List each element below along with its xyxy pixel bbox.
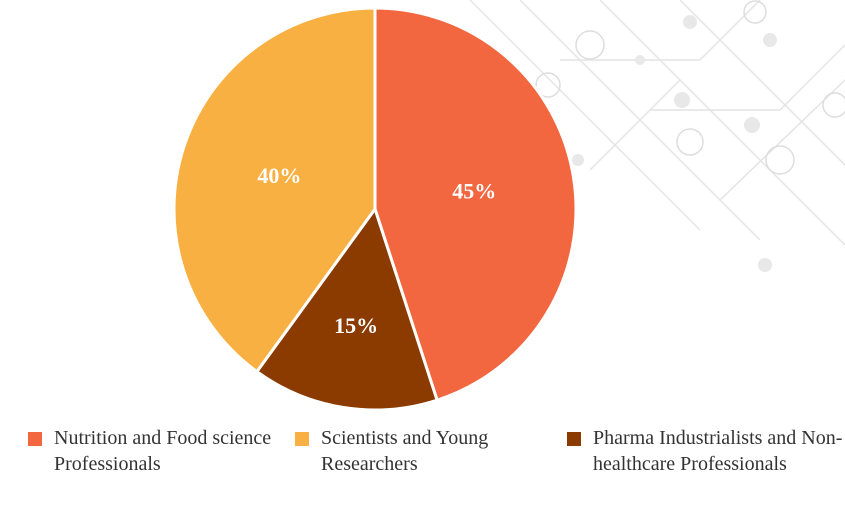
- data-label: 15%: [334, 313, 378, 338]
- legend-label: Scientists and Young Researchers: [321, 425, 541, 477]
- legend-swatch: [28, 432, 42, 446]
- data-label: 45%: [452, 178, 496, 203]
- legend-label: Pharma Industrialists and Non-healthcare…: [593, 425, 843, 477]
- legend-item: Scientists and Young Researchers: [295, 425, 541, 477]
- legend-label: Nutrition and Food science Professionals: [54, 425, 284, 477]
- legend-item: Pharma Industrialists and Non-healthcare…: [567, 425, 843, 477]
- data-label: 40%: [257, 163, 301, 188]
- legend-item: Nutrition and Food science Professionals: [28, 425, 284, 477]
- page: {"chart_data": {"type": "pie", "categori…: [0, 0, 845, 515]
- legend: Nutrition and Food science Professionals…: [0, 425, 845, 515]
- legend-swatch: [295, 432, 309, 446]
- legend-swatch: [567, 432, 581, 446]
